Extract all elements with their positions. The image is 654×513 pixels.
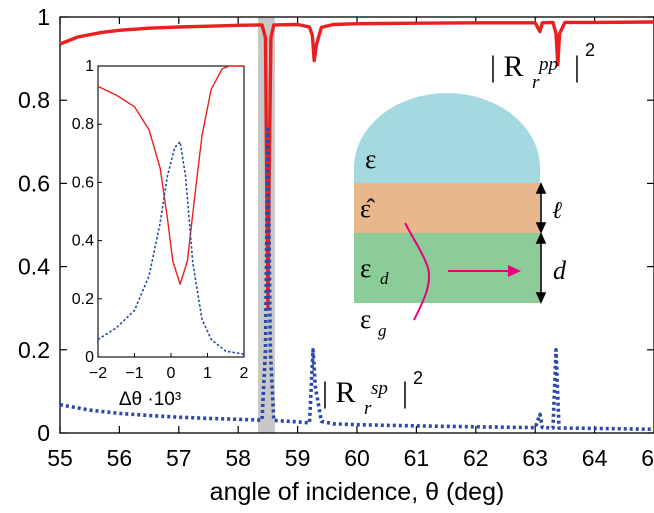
thin-layer [354, 183, 540, 233]
x-axis-label: angle of incidence, θ (deg) [210, 478, 505, 506]
pp-label-prefix: | R [490, 50, 524, 83]
inset-y-tick-label: 1 [85, 58, 94, 75]
label-epsilon: ε [365, 144, 376, 174]
label-epsilon-d: ε [360, 253, 371, 283]
pp-label-power: 2 [585, 40, 595, 60]
label-epsilon-d-subscript: d [380, 269, 389, 288]
y-tick-label: 0.2 [18, 337, 50, 363]
y-tick-label: 0 [37, 420, 50, 446]
x-tick-label: 64 [582, 445, 608, 471]
y-tick-label: 1 [37, 4, 50, 30]
label-epsilon-g-subscript: g [378, 321, 387, 340]
pp-label-subscript: r [532, 72, 540, 93]
dome-medium [354, 93, 540, 183]
sp-label-subscript: r [364, 398, 372, 419]
pp-label-bar: | [574, 50, 580, 83]
pp-label-superscript: pp [537, 54, 558, 75]
series-label-sp: | R sp r | 2 [322, 368, 423, 419]
inset-x-tick-label: 1 [203, 365, 212, 382]
label-epsilon-g: ε [360, 304, 371, 334]
series-label-pp: | R pp r | 2 [490, 40, 595, 93]
label-ell: ℓ [552, 198, 562, 224]
x-tick-label: 56 [107, 445, 133, 471]
x-tick-label: 63 [522, 445, 548, 471]
inset-y-tick-label: 0.8 [72, 116, 94, 133]
inset-y-tick-label: 0 [85, 349, 94, 366]
y-tick-label: 0.4 [18, 254, 50, 280]
y-tick-label: 0.8 [18, 87, 50, 113]
inset-series-line-rpp [97, 65, 244, 285]
x-tick-label: 65 [641, 445, 654, 471]
inset-x-tick-label: 0 [167, 365, 176, 382]
x-tick-label: 61 [404, 445, 430, 471]
series-line-rpp [59, 20, 654, 310]
x-tick-label: 57 [166, 445, 192, 471]
x-tick-label: 62 [463, 445, 489, 471]
series-line-rsp [59, 127, 654, 432]
inset-y-tick-label: 0.4 [72, 233, 94, 250]
sp-label-power: 2 [413, 368, 423, 388]
inset-series-line-rsp [97, 140, 245, 355]
y-tick-label: 0.6 [18, 170, 50, 196]
inset-chart: −2 −1 0 1 2 0 0.2 0.4 0.6 0.8 1 Δθ ·10³ [72, 58, 249, 410]
inset-x-tick-label: 2 [240, 365, 249, 382]
dimension-arrows [535, 182, 547, 304]
x-tick-label: 59 [285, 445, 311, 471]
evanescent-wave-curve [404, 222, 430, 321]
x-tick-label: 60 [344, 445, 370, 471]
inset-x-axis-label: Δθ ·10³ [119, 389, 181, 410]
inset-y-tick-label: 0.6 [72, 174, 94, 191]
inset-background [98, 61, 244, 357]
sp-label-prefix: | R [322, 376, 356, 409]
sp-label-superscript: sp [371, 378, 388, 399]
x-tick-label: 58 [225, 445, 251, 471]
propagation-arrowhead [508, 265, 521, 277]
label-d: d [553, 256, 567, 285]
inset-y-tick-label: 0.2 [72, 291, 94, 308]
layer-diagram: ε ε̂ ε d ε g ℓ d [354, 93, 567, 340]
sp-label-bar: | [402, 376, 408, 409]
inset-x-tick-label: −2 [89, 365, 107, 382]
inset-x-tick-label: −1 [125, 365, 143, 382]
x-tick-label: 55 [47, 445, 73, 471]
